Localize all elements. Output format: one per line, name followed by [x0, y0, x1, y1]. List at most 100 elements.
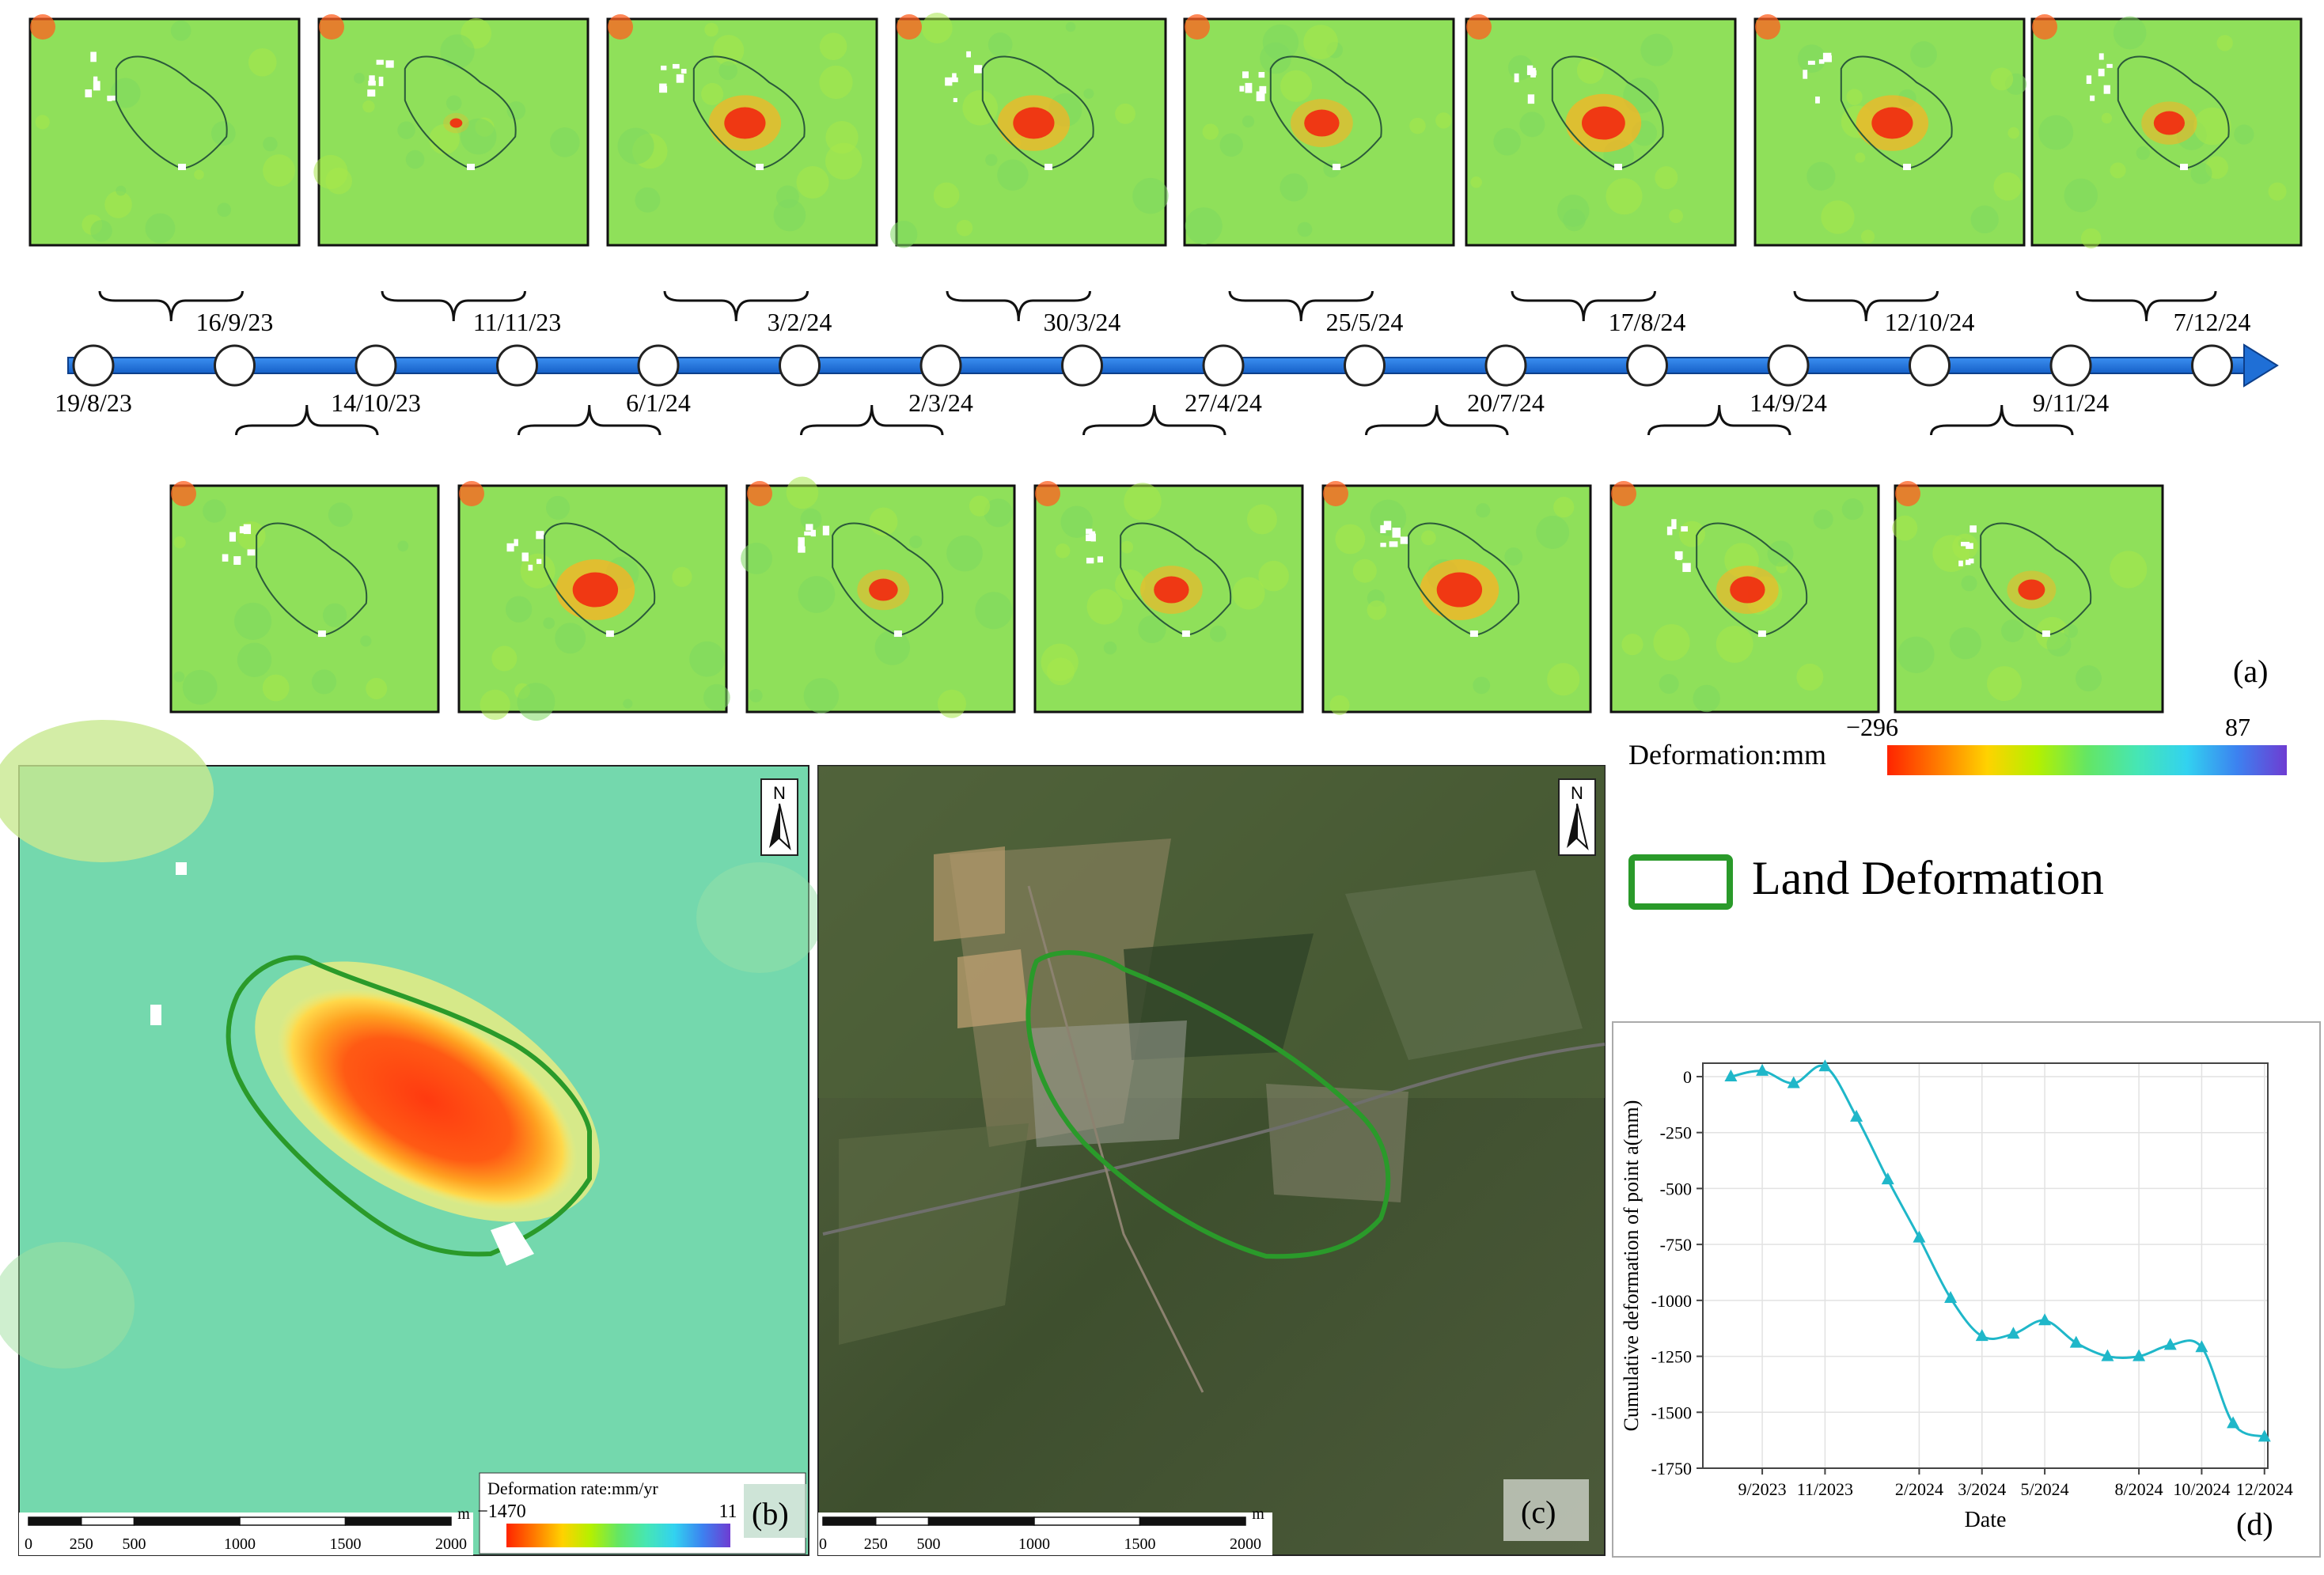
scale-tick-label: 250: [70, 1535, 93, 1553]
deformation-thumbnail: [1183, 14, 1455, 247]
deformation-thumbnail: [313, 14, 590, 247]
date-label-top: 30/3/24: [1044, 308, 1121, 336]
brace: [517, 404, 662, 436]
deformation-thumbnail: [1892, 481, 2164, 714]
svg-text:N: N: [1571, 783, 1583, 803]
data-point: [2007, 1327, 2020, 1339]
y-tick-label: -500: [1660, 1179, 1692, 1198]
scale-segment: [344, 1516, 452, 1526]
timeline-node: [1202, 344, 1245, 387]
scale-tick-label: 1000: [1018, 1535, 1050, 1553]
timeline-node: [214, 344, 256, 387]
deformation-thumbnail: [2030, 14, 2303, 248]
scale-segment: [1139, 1516, 1246, 1526]
timeline-node: [1484, 344, 1527, 387]
data-point: [1850, 1109, 1863, 1122]
timeline-node: [72, 344, 115, 387]
scale-tick-label: 1000: [224, 1535, 256, 1553]
data-point: [1975, 1329, 1988, 1342]
brace: [381, 290, 526, 322]
timeline-arrow: [67, 343, 2279, 388]
brace: [1930, 404, 2074, 436]
data-point: [1913, 1230, 1926, 1243]
timeline-node: [779, 344, 821, 387]
scale-tick-label: 2000: [1230, 1535, 1261, 1553]
y-axis-label: Cumulative deformation of point a(mm): [1620, 1100, 1643, 1432]
y-tick-label: -750: [1660, 1235, 1692, 1255]
timeline-node: [1344, 344, 1386, 387]
brace: [2076, 290, 2217, 322]
x-axis-label: Date: [1965, 1508, 2007, 1532]
colorbar-a: Deformation:mm −296 87: [1628, 713, 2287, 775]
land-deformation-legend: Land Deformation: [1628, 852, 2104, 910]
data-point: [1944, 1291, 1958, 1304]
timeline-node: [1061, 344, 1103, 387]
brace: [1793, 290, 1939, 322]
deformation-thumbnail: [1609, 481, 1880, 714]
date-label-bottom: 14/9/24: [1750, 388, 1827, 417]
y-tick-label: -1500: [1651, 1403, 1692, 1422]
thumbnail-row-top: [28, 13, 2303, 248]
land-deformation-outline-b: [226, 955, 592, 1257]
colorbar-b-title: Deformation rate:mm/yr: [487, 1478, 658, 1498]
x-tick-label: 8/2024: [2115, 1479, 2163, 1499]
x-tick-label: 12/2024: [2236, 1479, 2293, 1499]
scale-tick-label: 0: [819, 1535, 827, 1553]
thumbnail-row-bottom: [169, 476, 2164, 721]
timeline-node: [919, 344, 962, 387]
data-point: [2069, 1335, 2083, 1348]
date-label-bottom: 6/1/24: [626, 388, 691, 417]
deformation-thumbnail: [169, 481, 440, 714]
scale-bar-b: 0 250 500 1000 1500 2000 m: [19, 1505, 473, 1555]
colorbar-b-bar: [506, 1524, 730, 1547]
timeline-node: [1626, 344, 1668, 387]
x-tick-label: 10/2024: [2173, 1479, 2230, 1499]
data-point: [2163, 1338, 2177, 1350]
colorbar-a-bar: [1887, 745, 2287, 775]
deformation-thumbnail: [1033, 481, 1304, 714]
data-point: [1818, 1059, 1832, 1072]
brace: [1647, 404, 1791, 436]
land-deformation-label: Land Deformation: [1752, 852, 2104, 904]
scale-segment: [1033, 1516, 1141, 1526]
date-label-top: 16/9/23: [196, 308, 274, 336]
date-label-bottom: 9/11/24: [2033, 388, 2110, 417]
deformation-thumbnail: [457, 481, 730, 721]
date-label-bottom: 2/3/24: [908, 388, 973, 417]
panel-b-deformation-rate-map: N Deformation rate:mm/yr −1470 11 0 250 50…: [0, 720, 823, 1556]
y-tick-label: -1000: [1651, 1291, 1692, 1311]
timeline-node: [1909, 344, 1951, 387]
scale-unit: m: [457, 1505, 470, 1523]
x-tick-label: 5/2024: [2021, 1479, 2069, 1499]
date-label-top: 25/5/24: [1326, 308, 1404, 336]
scale-segment: [927, 1516, 1035, 1526]
colorbar-a-max: 87: [2225, 713, 2250, 741]
colorbar-b-max: 11: [718, 1501, 737, 1522]
date-label-top: 7/12/24: [2174, 308, 2251, 336]
timeline-node: [2049, 344, 2092, 387]
land-deformation-outline-c: [1026, 950, 1391, 1259]
y-tick-label: -1750: [1651, 1459, 1692, 1478]
panel-a-timeline: 19/8/23 14/10/23 6/1/24 2/3/24 27/4/24 20/7/2…: [28, 13, 2303, 721]
scale-segment: [81, 1516, 135, 1526]
scale-segment: [28, 1516, 82, 1526]
brace: [1365, 404, 1509, 436]
brace: [1511, 290, 1656, 322]
y-tick-label: -1250: [1651, 1347, 1692, 1367]
scale-unit: m: [1252, 1505, 1264, 1523]
scale-tick-label: 250: [864, 1535, 888, 1553]
chart-gridlines: [1703, 1063, 2268, 1469]
data-point: [1756, 1063, 1769, 1076]
y-tick-label: -250: [1660, 1123, 1692, 1143]
scale-tick-label: 2000: [435, 1535, 467, 1553]
scale-tick-label: 1500: [1124, 1535, 1156, 1553]
date-label-top: 12/10/24: [1885, 308, 1975, 336]
timeline-node: [637, 344, 680, 387]
x-tick-label: 2/2024: [1895, 1479, 1943, 1499]
deformation-thumbnail: [741, 476, 1016, 718]
brace: [235, 404, 379, 436]
y-axis-ticks: 0 -250 -500 -750 -1000 -1250 -1500 -1750: [1651, 1067, 1703, 1478]
x-tick-label: 11/2023: [1797, 1479, 1853, 1499]
date-label-top: 17/8/24: [1609, 308, 1686, 336]
timeline-node: [496, 344, 538, 387]
